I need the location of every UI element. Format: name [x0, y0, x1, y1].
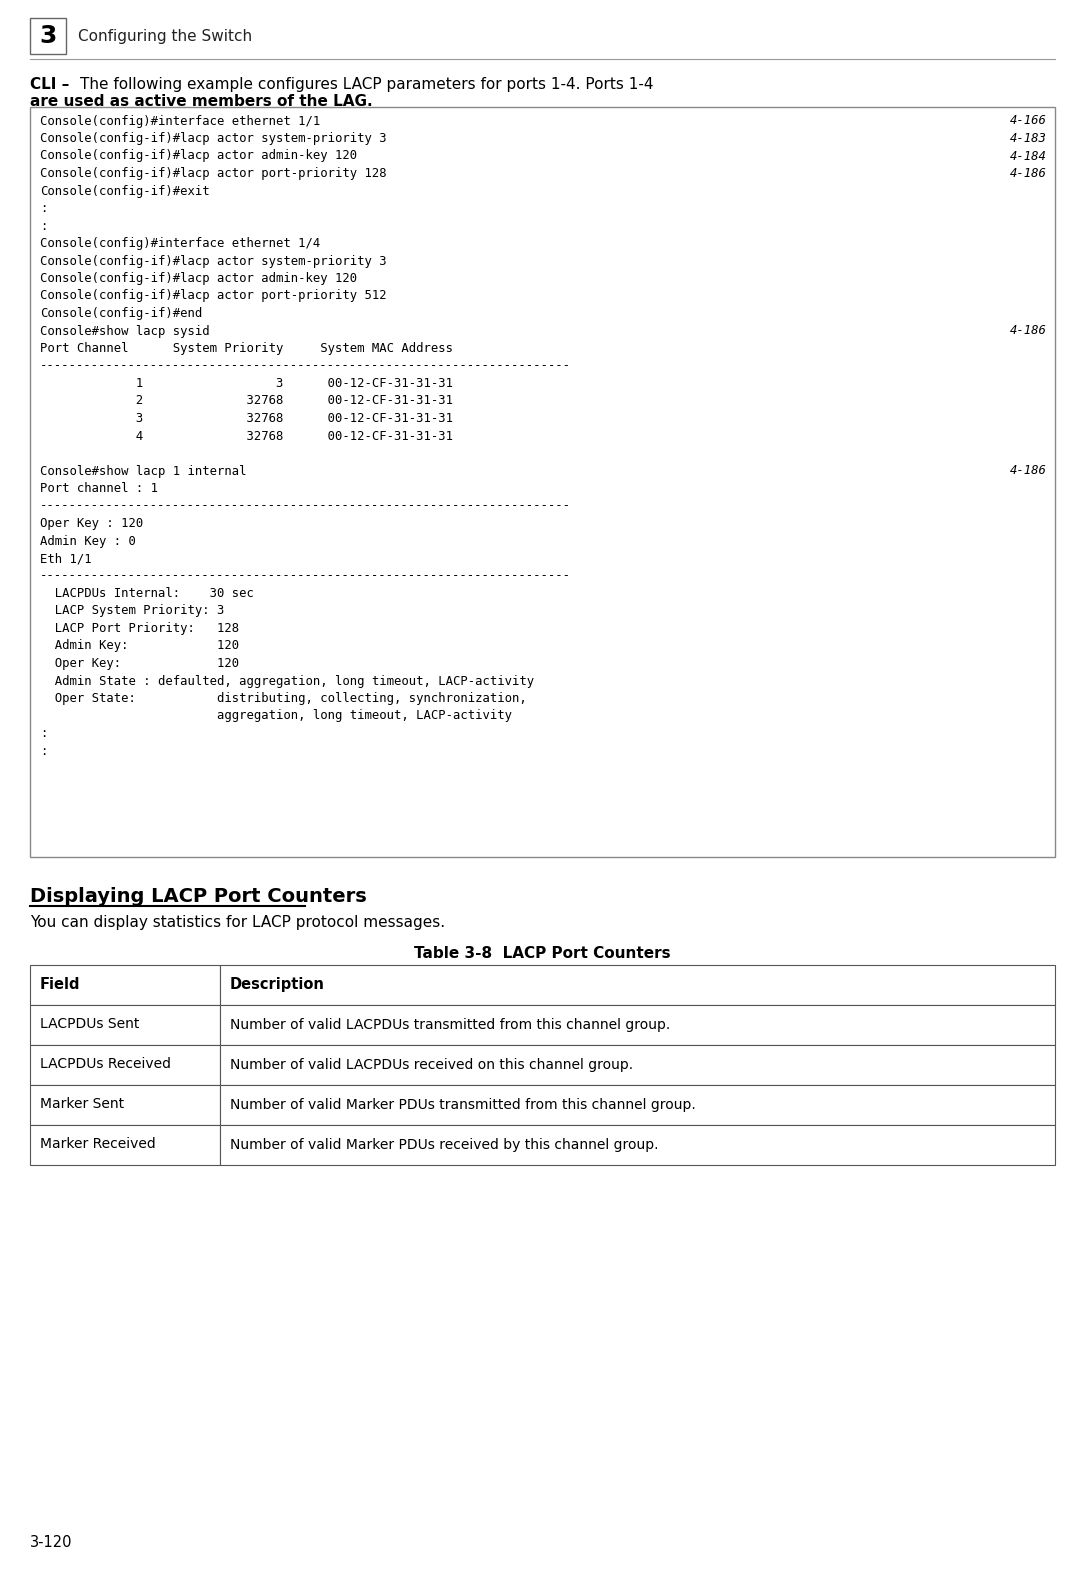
Bar: [30, 1124, 220, 1165]
Text: Console(config-if)#end: Console(config-if)#end: [40, 308, 202, 320]
Text: Number of valid LACPDUs received on this channel group.: Number of valid LACPDUs received on this…: [230, 1058, 633, 1071]
Text: Number of valid Marker PDUs received by this channel group.: Number of valid Marker PDUs received by …: [230, 1138, 659, 1151]
Text: Marker Sent: Marker Sent: [40, 1097, 124, 1112]
Bar: [30, 1044, 220, 1085]
Text: 4-186: 4-186: [1010, 166, 1047, 181]
Text: Admin Key : 0: Admin Key : 0: [40, 534, 136, 548]
Text: LACP System Priority: 3: LACP System Priority: 3: [40, 604, 225, 617]
Text: Oper Key:             120: Oper Key: 120: [40, 656, 239, 670]
Text: Console(config-if)#lacp actor system-priority 3: Console(config-if)#lacp actor system-pri…: [40, 254, 387, 267]
Bar: [220, 1124, 1055, 1165]
Text: :: :: [40, 220, 48, 232]
Text: Admin State : defaulted, aggregation, long timeout, LACP-activity: Admin State : defaulted, aggregation, lo…: [40, 675, 535, 688]
Text: Console(config-if)#lacp actor admin-key 120: Console(config-if)#lacp actor admin-key …: [40, 149, 357, 163]
Text: LACP Port Priority:   128: LACP Port Priority: 128: [40, 622, 239, 634]
Text: Port channel : 1: Port channel : 1: [40, 482, 158, 495]
Text: Admin Key:            120: Admin Key: 120: [40, 639, 239, 653]
Text: 4-186: 4-186: [1010, 465, 1047, 477]
Text: The following example configures LACP parameters for ports 1-4. Ports 1-4: The following example configures LACP pa…: [80, 77, 653, 93]
Bar: [220, 1005, 1055, 1044]
Text: ------------------------------------------------------------------------: ----------------------------------------…: [40, 570, 571, 582]
Bar: [30, 1005, 220, 1044]
Text: Console(config-if)#lacp actor admin-key 120: Console(config-if)#lacp actor admin-key …: [40, 272, 357, 286]
Text: Description: Description: [230, 977, 325, 992]
Text: You can display statistics for LACP protocol messages.: You can display statistics for LACP prot…: [30, 914, 445, 929]
Text: 4-184: 4-184: [1010, 149, 1047, 163]
Text: Port Channel      System Priority     System MAC Address: Port Channel System Priority System MAC …: [40, 342, 453, 355]
Text: 4              32768      00-12-CF-31-31-31: 4 32768 00-12-CF-31-31-31: [40, 430, 453, 443]
Text: Console(config-if)#lacp actor system-priority 3: Console(config-if)#lacp actor system-pri…: [40, 132, 387, 144]
Text: Displaying LACP Port Counters: Displaying LACP Port Counters: [30, 887, 367, 906]
Text: 4-186: 4-186: [1010, 325, 1047, 338]
Bar: [220, 964, 1055, 1005]
Text: aggregation, long timeout, LACP-activity: aggregation, long timeout, LACP-activity: [40, 710, 512, 722]
Text: Oper State:           distributing, collecting, synchronization,: Oper State: distributing, collecting, sy…: [40, 692, 527, 705]
Text: :: :: [40, 744, 48, 757]
Text: Console(config)#interface ethernet 1/1: Console(config)#interface ethernet 1/1: [40, 115, 321, 127]
Text: :: :: [40, 727, 48, 739]
Text: Eth 1/1: Eth 1/1: [40, 553, 92, 565]
Text: Oper Key : 120: Oper Key : 120: [40, 517, 144, 531]
Text: 3              32768      00-12-CF-31-31-31: 3 32768 00-12-CF-31-31-31: [40, 411, 453, 425]
Text: LACPDUs Received: LACPDUs Received: [40, 1058, 171, 1071]
Text: Console#show lacp sysid: Console#show lacp sysid: [40, 325, 210, 338]
Text: Console(config-if)#lacp actor port-priority 128: Console(config-if)#lacp actor port-prior…: [40, 166, 387, 181]
Text: 3-120: 3-120: [30, 1535, 72, 1550]
Text: 3: 3: [39, 24, 56, 49]
Text: :: :: [40, 203, 48, 215]
Text: Configuring the Switch: Configuring the Switch: [78, 28, 252, 44]
Text: 2              32768      00-12-CF-31-31-31: 2 32768 00-12-CF-31-31-31: [40, 394, 453, 408]
Text: LACPDUs Internal:    30 sec: LACPDUs Internal: 30 sec: [40, 587, 254, 600]
Text: Console(config)#interface ethernet 1/4: Console(config)#interface ethernet 1/4: [40, 237, 321, 250]
Text: LACPDUs Sent: LACPDUs Sent: [40, 1017, 139, 1031]
Bar: [30, 17, 66, 53]
Bar: [30, 107, 1055, 857]
Text: Number of valid Marker PDUs transmitted from this channel group.: Number of valid Marker PDUs transmitted …: [230, 1097, 696, 1112]
Text: 4-166: 4-166: [1010, 115, 1047, 127]
Text: Field: Field: [40, 977, 81, 992]
Text: CLI –: CLI –: [30, 77, 75, 93]
Text: are used as active members of the LAG.: are used as active members of the LAG.: [30, 94, 373, 110]
Text: ------------------------------------------------------------------------: ----------------------------------------…: [40, 499, 571, 512]
Bar: [220, 1044, 1055, 1085]
Text: Table 3-8  LACP Port Counters: Table 3-8 LACP Port Counters: [415, 947, 671, 961]
Bar: [30, 964, 220, 1005]
Text: Console(config-if)#exit: Console(config-if)#exit: [40, 185, 210, 198]
Text: Number of valid LACPDUs transmitted from this channel group.: Number of valid LACPDUs transmitted from…: [230, 1017, 671, 1031]
Text: Marker Received: Marker Received: [40, 1138, 156, 1151]
Text: Console#show lacp 1 internal: Console#show lacp 1 internal: [40, 465, 246, 477]
Text: ------------------------------------------------------------------------: ----------------------------------------…: [40, 360, 571, 372]
Bar: [220, 1085, 1055, 1124]
Text: 1                  3      00-12-CF-31-31-31: 1 3 00-12-CF-31-31-31: [40, 377, 453, 389]
Bar: [30, 1085, 220, 1124]
Text: Console(config-if)#lacp actor port-priority 512: Console(config-if)#lacp actor port-prior…: [40, 289, 387, 303]
Text: 4-183: 4-183: [1010, 132, 1047, 144]
